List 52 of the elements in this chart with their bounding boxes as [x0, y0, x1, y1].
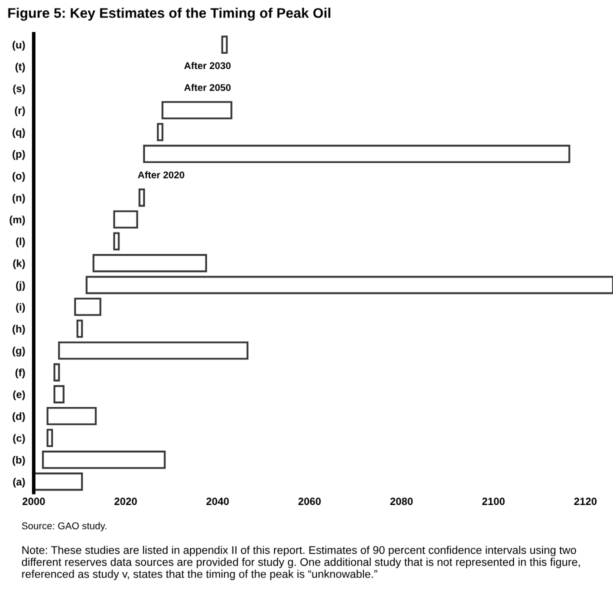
y-tick-label: (d) [12, 412, 25, 422]
y-tick-label: (p) [12, 150, 25, 160]
y-tick-label: (n) [12, 194, 25, 204]
y-tick-label: (b) [12, 456, 25, 466]
y-tick-label: (o) [12, 172, 25, 182]
annotation: After 2020 [138, 171, 184, 178]
bar [54, 363, 60, 382]
bar [92, 254, 208, 272]
y-tick-label: (h) [12, 324, 25, 335]
bar [162, 101, 232, 120]
x-tick-label: 2060 [298, 498, 321, 506]
y-tick-label: (k) [13, 259, 25, 270]
y-tick-label: (g) [12, 346, 25, 357]
x-tick-label: 2040 [206, 498, 229, 506]
y-tick-label: (j) [16, 281, 25, 291]
x-tick-label: 2120 [574, 498, 597, 506]
bar [76, 320, 83, 338]
bar [221, 36, 228, 54]
annotation: After 2030 [184, 62, 231, 70]
bar [86, 276, 613, 294]
bar [46, 406, 97, 426]
annotation: After 2050 [184, 84, 231, 91]
bar [54, 385, 65, 404]
x-tick-label: 2080 [390, 498, 413, 506]
y-tick-label: (c) [13, 434, 25, 444]
y-tick-label: (a) [13, 478, 25, 488]
bar [42, 450, 166, 469]
bar [34, 472, 83, 491]
y-tick-label: (r) [14, 106, 25, 116]
bar [46, 428, 54, 448]
y-tick-label: (s) [13, 84, 25, 94]
text: Note: These studies are listed in appendix II of this report. Estimates of 90 percent confidence intervals using two different reserves data sources are provided for study g. One additional study that is not represented in this figure, referenced as study v, states that the timing of the peak is “unknowable.” [22, 546, 580, 580]
y-tick-label: (t) [15, 62, 25, 72]
chart-title: Figure 5: Key Estimates of the Timing of Peak Oil [8, 8, 330, 21]
y-tick-label: (e) [13, 390, 25, 400]
bar [156, 122, 164, 142]
x-tick-label: 2000 [22, 498, 45, 506]
bar [138, 188, 145, 207]
y-tick-label: (l) [16, 238, 25, 248]
y-tick-label: (q) [12, 128, 25, 138]
y-tick-label: (i) [16, 303, 25, 313]
bar [113, 232, 120, 250]
bar [58, 341, 248, 360]
y-tick-label: (f) [15, 368, 25, 378]
bar [74, 298, 102, 316]
bar [143, 144, 570, 164]
bar [113, 210, 138, 229]
x-tick-label: 2100 [482, 498, 505, 506]
source-note: Source: GAO study. [22, 522, 106, 532]
y-tick-label: (u) [12, 40, 25, 51]
x-tick-label: 2020 [114, 498, 137, 506]
y-tick-label: (m) [10, 216, 25, 226]
